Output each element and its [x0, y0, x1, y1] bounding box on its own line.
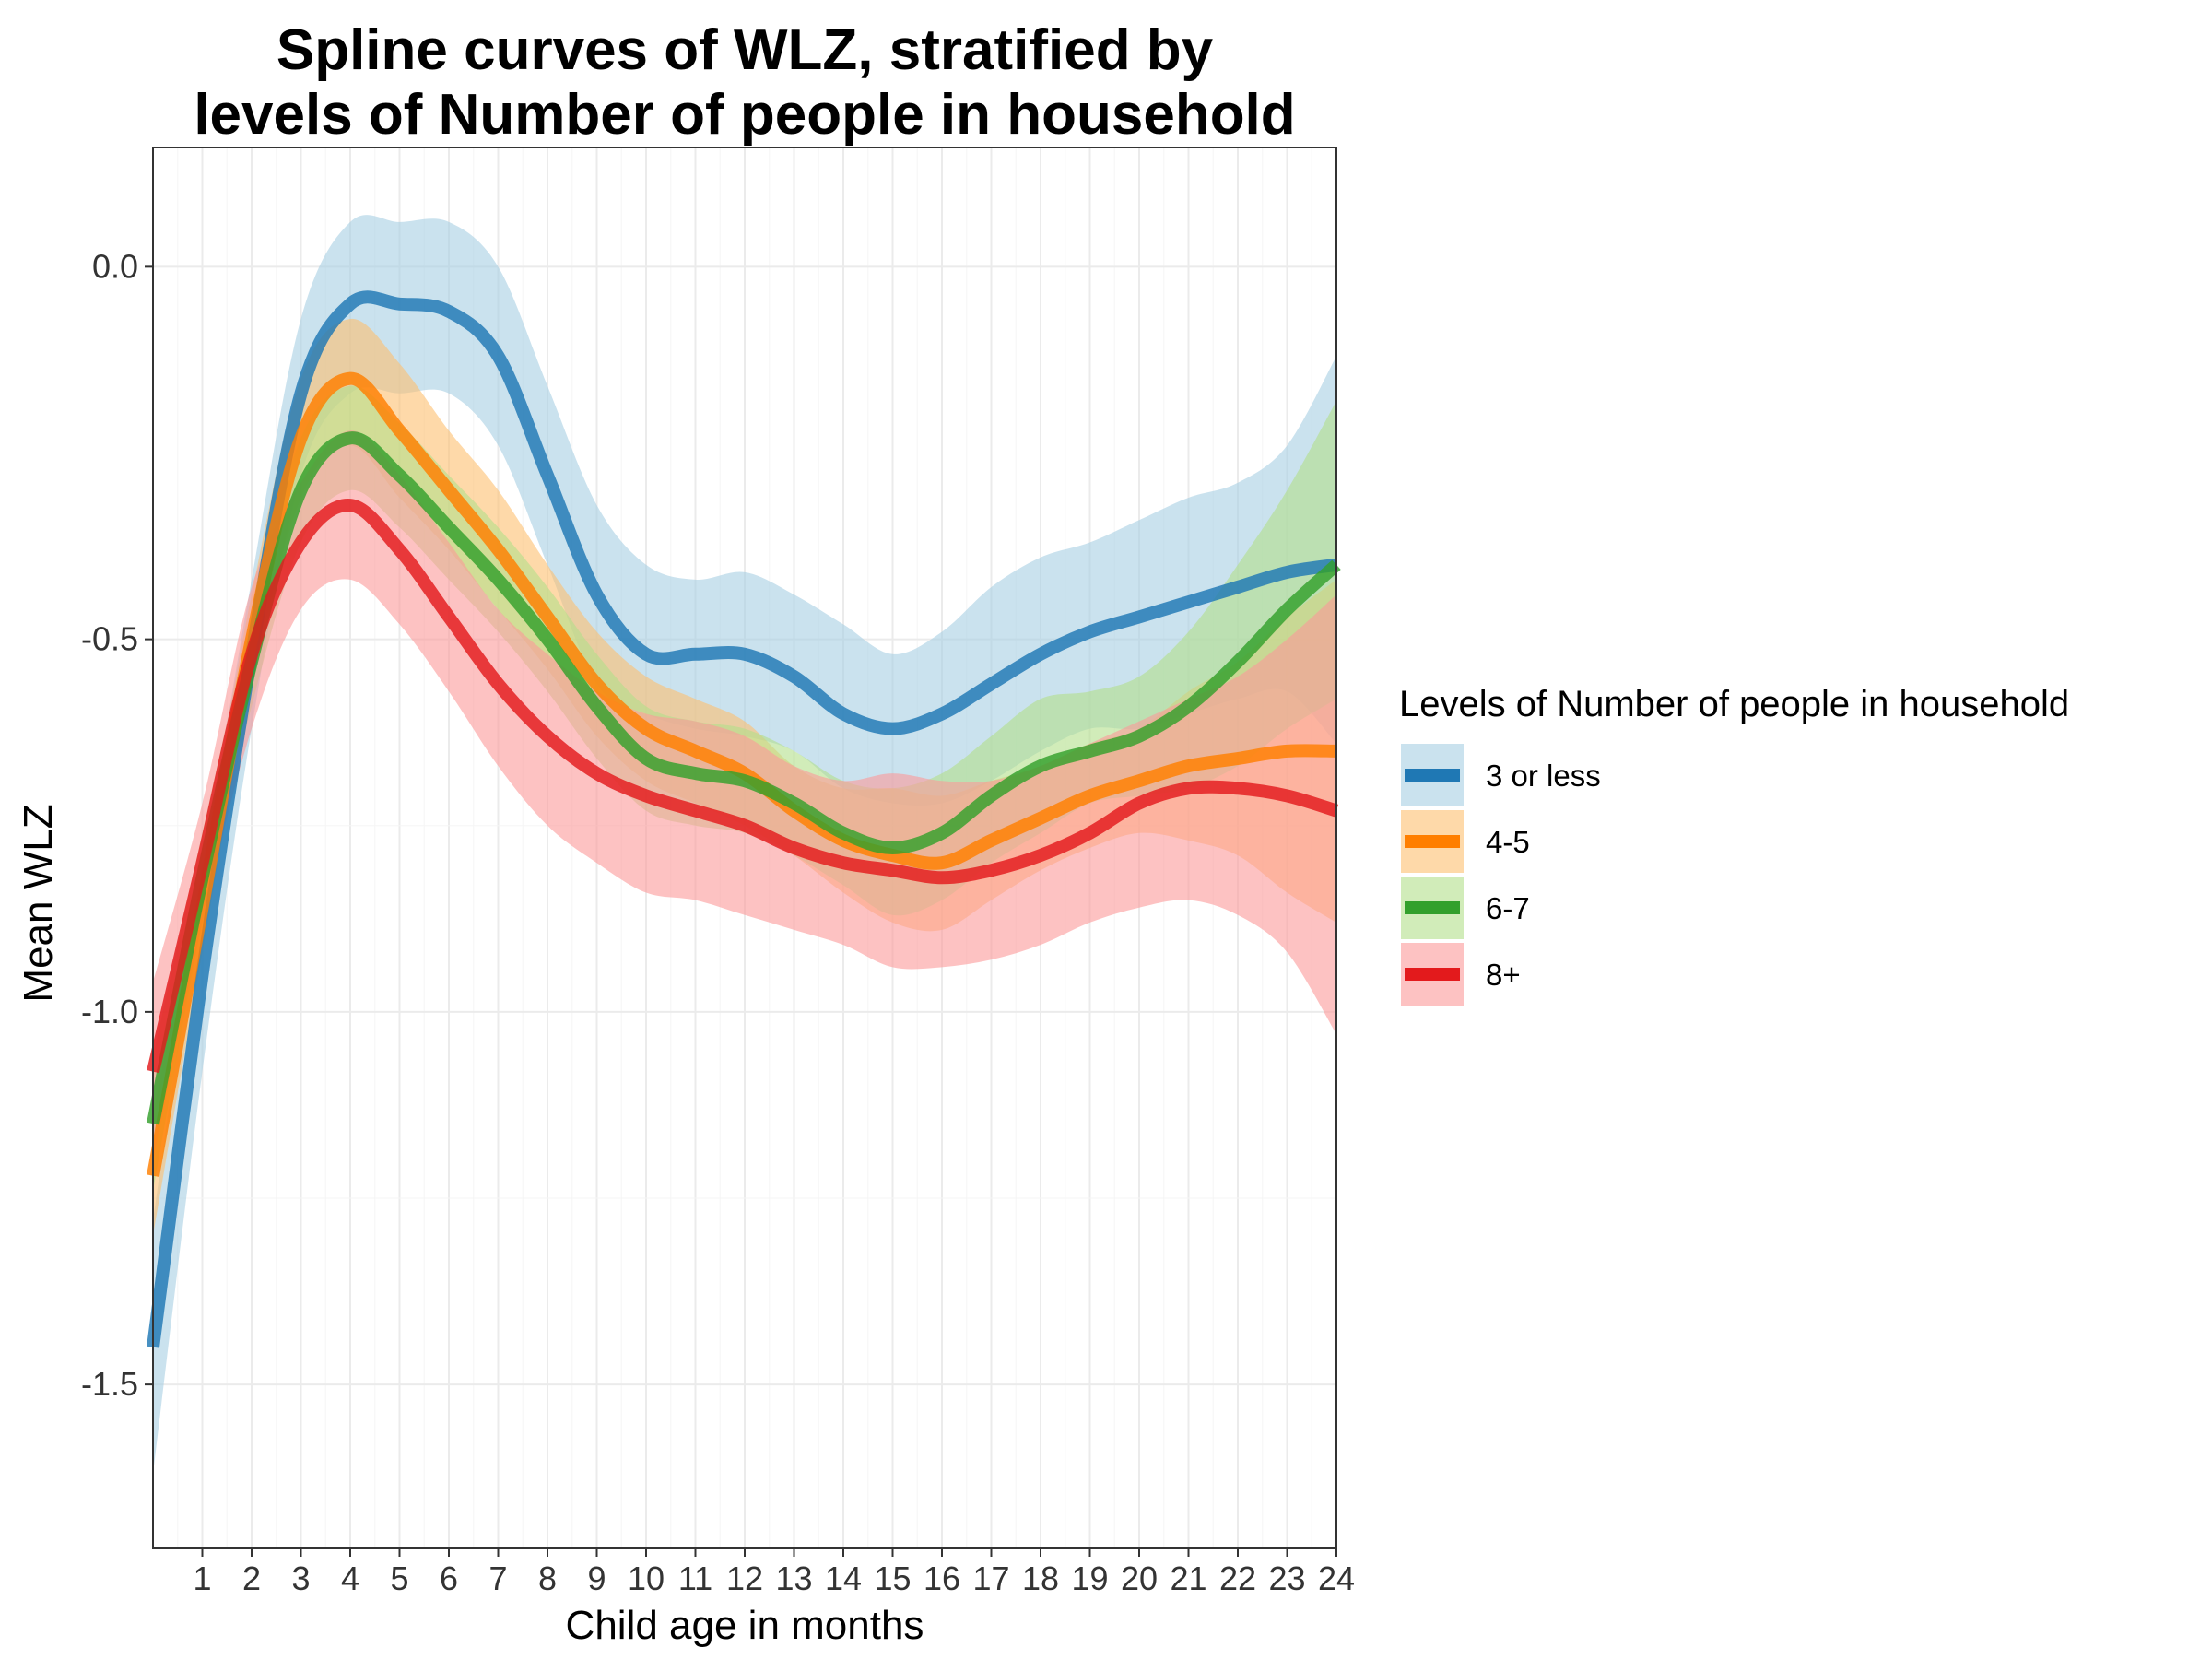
- x-tick-label: 23: [1268, 1559, 1305, 1597]
- x-tick-label: 21: [1170, 1559, 1206, 1597]
- x-tick-label: 5: [390, 1559, 408, 1597]
- x-tick-label: 13: [775, 1559, 812, 1597]
- x-axis-ticks: 1 2 3 4 5 6 7 8 9 10 11 12 13 14 15 16 17 18 19 20 21 22 23 24: [193, 1548, 1355, 1597]
- x-tick-label: 11: [678, 1559, 712, 1597]
- legend-label: 8+: [1486, 958, 1521, 992]
- series-lines: [147, 290, 1341, 1348]
- x-tick-label: 12: [726, 1559, 763, 1597]
- series-line-2: [147, 371, 1337, 1177]
- y-axis-title: Mean WLZ: [16, 804, 61, 1002]
- y-tick-label: -0.5: [81, 620, 138, 658]
- legend-item-3: 6-7: [1401, 877, 1530, 939]
- x-tick-label: 20: [1121, 1559, 1158, 1597]
- x-tick-label: 8: [538, 1559, 557, 1597]
- legend-label: 3 or less: [1486, 759, 1601, 793]
- y-axis-ticks: 0.0 -0.5 -1.0 -1.5: [81, 247, 153, 1403]
- x-tick-label: 1: [193, 1559, 211, 1597]
- legend-item-2: 4-5: [1401, 810, 1530, 873]
- legend-label: 6-7: [1486, 891, 1530, 925]
- legend-items: 3 or less 4-5 6-7 8+: [1401, 744, 1601, 1006]
- chart-title-line-2: levels of Number of people in household: [194, 83, 1295, 147]
- x-tick-label: 14: [825, 1559, 862, 1597]
- x-tick-label: 18: [1022, 1559, 1059, 1597]
- x-tick-label: 4: [341, 1559, 359, 1597]
- y-tick-label: -1.5: [81, 1365, 138, 1403]
- x-tick-label: 17: [972, 1559, 1009, 1597]
- x-tick-label: 2: [242, 1559, 261, 1597]
- legend-label: 4-5: [1486, 825, 1530, 859]
- x-tick-label: 22: [1219, 1559, 1256, 1597]
- legend: Levels of Number of people in household …: [1399, 684, 2069, 1006]
- y-tick-label: 0.0: [92, 247, 138, 285]
- y-tick-label: -1.0: [81, 993, 138, 1030]
- x-tick-label: 9: [587, 1559, 606, 1597]
- series-line-4: [147, 499, 1339, 1074]
- legend-item-1: 3 or less: [1401, 744, 1601, 806]
- x-tick-label: 7: [488, 1559, 507, 1597]
- chart-title-line-1: Spline curves of WLZ, stratified by: [276, 18, 1214, 82]
- x-axis-title: Child age in months: [566, 1603, 924, 1648]
- legend-title: Levels of Number of people in household: [1399, 684, 2069, 724]
- x-tick-label: 19: [1071, 1559, 1108, 1597]
- x-tick-label: 16: [924, 1559, 960, 1597]
- x-tick-label: 10: [628, 1559, 665, 1597]
- x-tick-label: 15: [874, 1559, 911, 1597]
- x-tick-label: 24: [1318, 1559, 1355, 1597]
- chart-title: Spline curves of WLZ, stratified by leve…: [194, 18, 1295, 147]
- x-tick-label: 3: [291, 1559, 310, 1597]
- x-tick-label: 6: [440, 1559, 458, 1597]
- legend-item-4: 8+: [1401, 943, 1521, 1006]
- series-line-3: [147, 431, 1341, 1125]
